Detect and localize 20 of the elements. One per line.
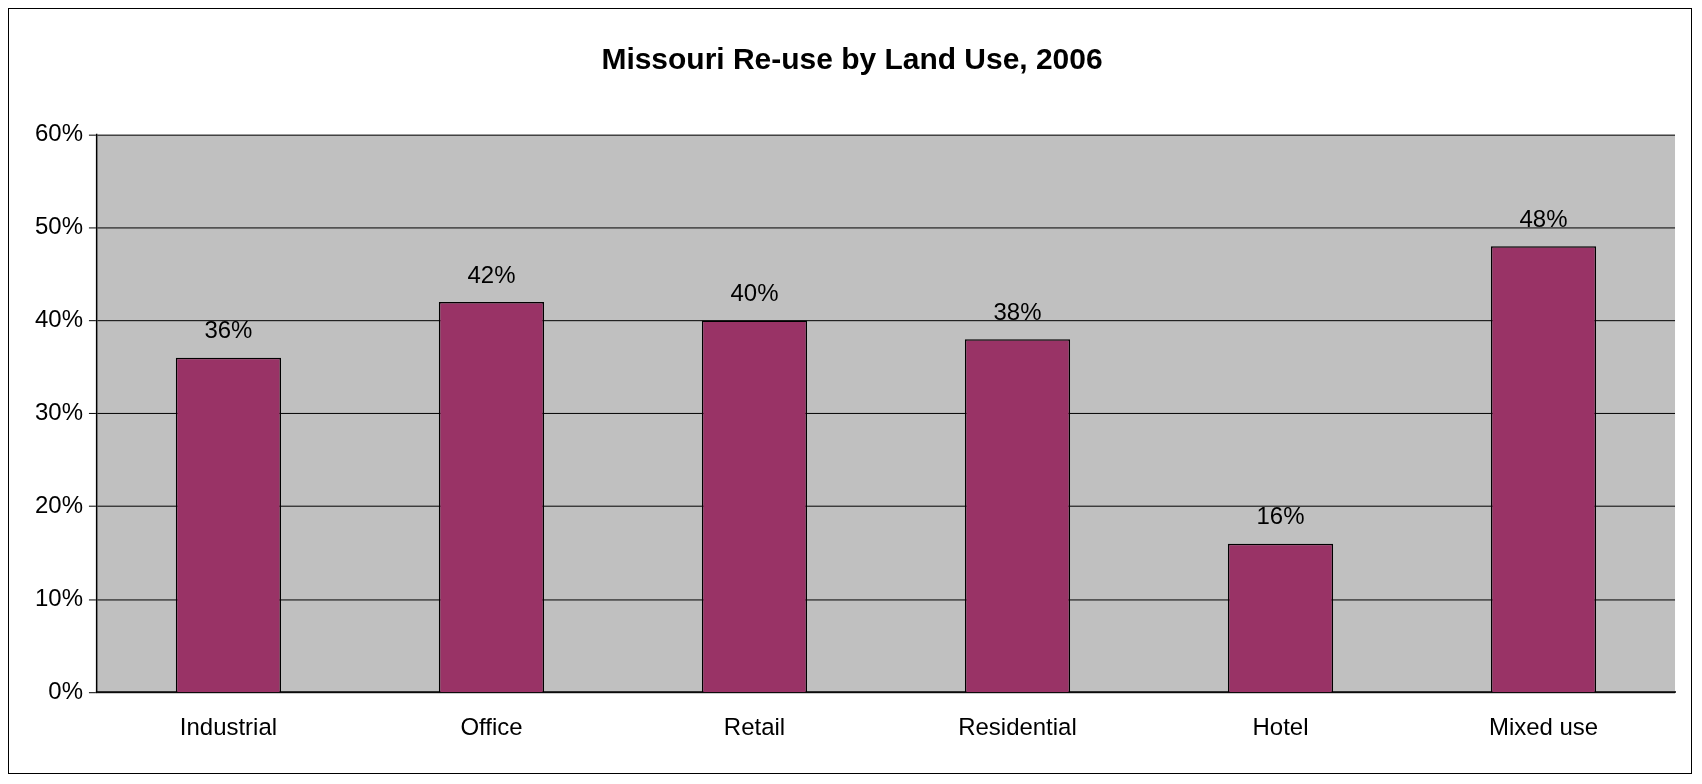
- y-tick-label: 30%: [34, 398, 83, 426]
- x-tick-label: Hotel: [1252, 713, 1309, 741]
- y-tick-label: 40%: [34, 305, 83, 333]
- x-tick-label: Industrial: [179, 713, 278, 741]
- y-tick-label: 20%: [34, 491, 83, 519]
- y-tick-label: 50%: [34, 212, 83, 240]
- data-label: 40%: [730, 279, 779, 307]
- x-tick-label: Mixed use: [1488, 713, 1599, 741]
- x-tick-label: Retail: [723, 713, 786, 741]
- data-label: 16%: [1256, 502, 1305, 530]
- y-tick-label: 0%: [48, 677, 83, 705]
- chart-title: Missouri Re-use by Land Use, 2006: [601, 42, 1103, 76]
- y-tick-label: 10%: [34, 584, 83, 612]
- data-label: 38%: [993, 297, 1042, 325]
- data-label: 42%: [467, 260, 516, 288]
- data-label: 36%: [204, 316, 253, 344]
- data-label: 48%: [1519, 204, 1568, 232]
- x-tick-label: Office: [460, 713, 523, 741]
- x-tick-label: Residential: [958, 713, 1077, 741]
- y-tick-label: 60%: [34, 119, 83, 147]
